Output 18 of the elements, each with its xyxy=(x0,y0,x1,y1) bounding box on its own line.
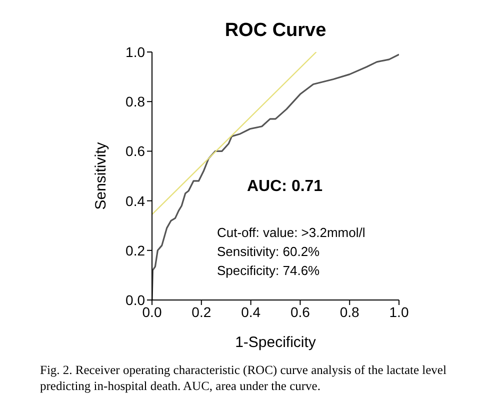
annotation: AUC: 0.71 xyxy=(247,178,323,196)
y-tick-label: 1.0 xyxy=(126,44,146,60)
y-tick-label: 0.2 xyxy=(126,242,146,258)
x-tick-label: 0.6 xyxy=(290,304,310,320)
y-tick-label: 0.4 xyxy=(126,192,146,209)
caption: Fig. 2. Receiver operating characteristic (ROC) curve analysis of the lactate level predicting in-hospital death. AUC, area under the curve. xyxy=(40,362,448,394)
annotation: Specificity: 74.6% xyxy=(217,263,320,278)
y-axis-title: Sensitivity xyxy=(92,142,110,210)
chart-title: ROC Curve xyxy=(224,20,328,42)
x-tick-label: 1.0 xyxy=(389,304,409,320)
annotation: Sensitivity: 60.2% xyxy=(217,244,320,259)
x-axis-title: 1-Specificity xyxy=(235,334,316,351)
annotation: Cut-off: value: >3.2mmol/l xyxy=(217,225,366,240)
x-tick-label: 0.8 xyxy=(340,304,360,320)
x-tick-label: 0.2 xyxy=(192,304,212,320)
x-tick-label: 0.4 xyxy=(241,304,261,320)
y-tick-label: 0.6 xyxy=(126,143,146,160)
y-tick-label: 0.8 xyxy=(126,94,146,110)
